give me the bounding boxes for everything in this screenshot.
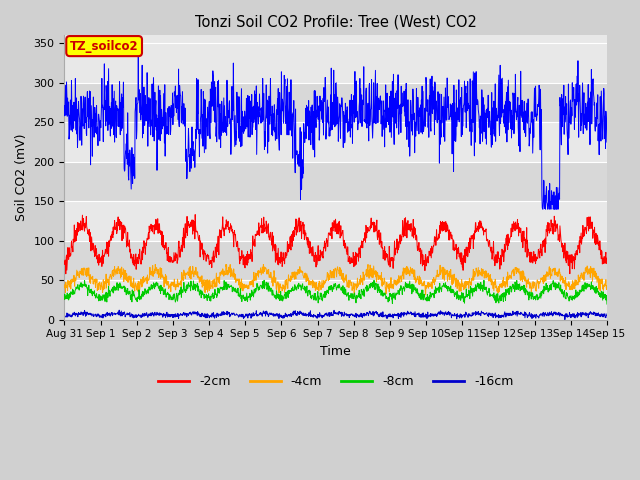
Bar — [65, 83, 607, 122]
Bar — [65, 43, 607, 83]
Bar — [65, 122, 607, 162]
Text: TZ_soilco2: TZ_soilco2 — [70, 39, 138, 53]
Bar — [65, 162, 607, 201]
X-axis label: Time: Time — [320, 345, 351, 358]
Bar — [65, 280, 607, 320]
Legend: -2cm, -4cm, -8cm, -16cm: -2cm, -4cm, -8cm, -16cm — [153, 370, 518, 393]
Title: Tonzi Soil CO2 Profile: Tree (West) CO2: Tonzi Soil CO2 Profile: Tree (West) CO2 — [195, 15, 477, 30]
Y-axis label: Soil CO2 (mV): Soil CO2 (mV) — [15, 134, 28, 221]
Bar — [65, 241, 607, 280]
Bar — [65, 201, 607, 241]
